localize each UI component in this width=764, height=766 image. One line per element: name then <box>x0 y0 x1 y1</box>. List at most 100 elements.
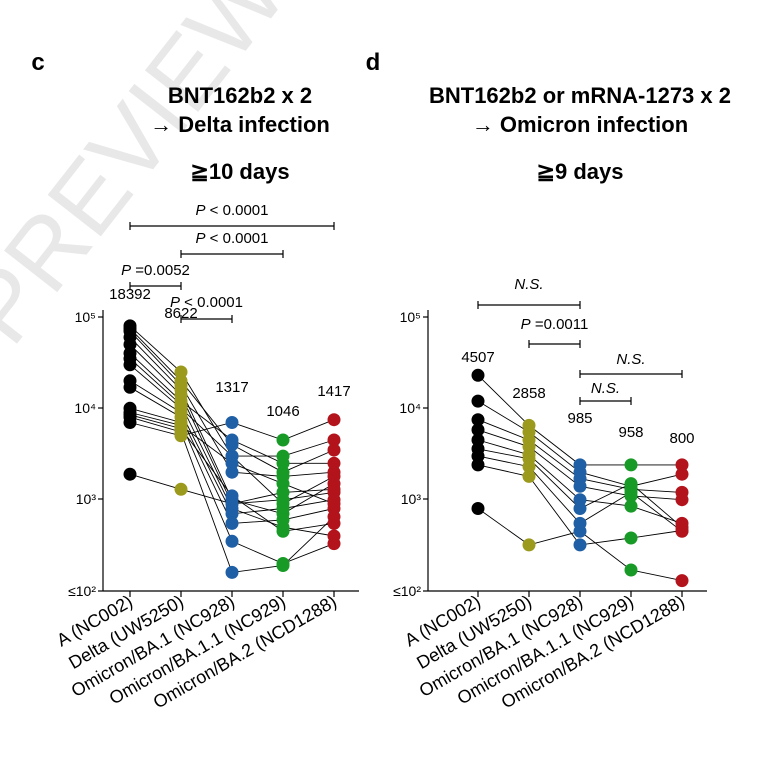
data-point <box>225 565 239 579</box>
comparison-label-value: =0.0011 <box>531 316 589 333</box>
panel-label: c <box>31 49 44 76</box>
data-point <box>276 433 290 447</box>
data-point <box>225 456 239 470</box>
data-point <box>123 358 137 372</box>
panel-label: d <box>366 49 381 76</box>
data-point <box>327 537 341 551</box>
summary-value-label: 958 <box>618 424 643 441</box>
data-point <box>624 563 638 577</box>
chart-subtitle: ≧9 days <box>537 159 624 184</box>
data-point <box>327 497 341 511</box>
data-point <box>276 524 290 538</box>
data-point <box>522 460 536 474</box>
data-point <box>276 502 290 515</box>
comparison-label: P < 0.0001 <box>196 230 269 247</box>
data-point <box>225 516 239 530</box>
data-point <box>624 499 638 513</box>
comparison-label-stat: P <box>121 262 131 279</box>
data-point <box>675 574 689 588</box>
summary-value-label: 1417 <box>317 383 350 400</box>
comparison-label: N.S. <box>616 351 645 368</box>
comparison-label-value: < 0.0001 <box>206 230 269 247</box>
data-point <box>327 469 341 483</box>
comparison-label-stat: N.S. <box>514 276 543 293</box>
data-point <box>225 433 239 447</box>
summary-value-label: 2858 <box>512 385 545 402</box>
chart-panels: c BNT162b2 x 2 → Delta infection ≧10 days ≤1… <box>31 49 731 713</box>
data-point <box>573 479 587 493</box>
data-point <box>471 413 485 427</box>
data-point <box>471 433 485 447</box>
comparison-label-value: =0.0052 <box>131 262 190 279</box>
data-point <box>327 482 341 496</box>
data-point <box>675 458 689 472</box>
comparison-label: P < 0.0001 <box>170 294 243 311</box>
data-point <box>573 538 587 552</box>
data-point <box>471 458 485 472</box>
data-point <box>573 524 587 538</box>
comparison-label-stat: P <box>196 230 206 247</box>
data-point <box>225 416 239 429</box>
y-tick-label: 10⁴ <box>74 400 96 416</box>
comparison-label: N.S. <box>514 276 543 293</box>
y-tick-label: 10⁵ <box>400 309 421 325</box>
comparison-label-stat: P <box>196 202 206 219</box>
comparison-label-stat: N.S. <box>616 351 645 368</box>
data-point <box>624 458 638 472</box>
data-point <box>123 380 137 394</box>
comparison-label-value: < 0.0001 <box>180 294 243 311</box>
data-point <box>174 429 188 443</box>
y-tick-label: 10⁵ <box>75 309 96 325</box>
data-point <box>327 443 341 457</box>
y-tick-label: 10³ <box>76 491 97 507</box>
chart-subtitle: ≧10 days <box>190 159 289 184</box>
data-point <box>675 493 689 507</box>
summary-value-label: 985 <box>567 410 592 427</box>
data-point <box>225 497 239 511</box>
chart-title-line: BNT162b2 or mRNA-1273 x 2 <box>429 83 731 108</box>
data-point <box>276 485 290 499</box>
chart-title-line: → Delta infection <box>150 112 330 137</box>
data-point <box>225 465 239 479</box>
data-point <box>276 513 290 527</box>
y-tick-label: 10⁴ <box>399 400 421 416</box>
comparison-label: P =0.0052 <box>121 262 190 279</box>
data-point <box>675 467 689 481</box>
summary-value-label: 1046 <box>266 403 299 420</box>
chart-title-line: → Omicron infection <box>472 112 688 137</box>
data-point <box>276 456 290 470</box>
comparison-label: P < 0.0001 <box>196 202 269 219</box>
data-point <box>276 559 290 572</box>
data-point <box>471 394 485 408</box>
data-point <box>327 433 341 447</box>
data-point <box>675 524 689 537</box>
data-point <box>327 456 341 470</box>
data-point <box>327 510 341 524</box>
data-point <box>624 531 638 545</box>
data-point <box>327 413 341 427</box>
y-tick-label: 10³ <box>401 491 422 507</box>
summary-value-label: 1317 <box>215 379 248 396</box>
data-point <box>174 482 188 496</box>
summary-value-label: 800 <box>669 430 694 447</box>
comparison-label-stat: P <box>521 316 531 333</box>
data-point <box>225 534 239 548</box>
data-point <box>471 502 485 515</box>
data-point <box>123 467 137 481</box>
panel-c: c BNT162b2 x 2 → Delta infection ≧10 days ≤1… <box>31 49 359 713</box>
y-tick-label: ≤10² <box>68 583 96 599</box>
chart-title-line: BNT162b2 x 2 <box>168 83 312 108</box>
comparison-label: P =0.0011 <box>521 316 589 333</box>
data-point <box>123 416 137 429</box>
summary-value-label: 18392 <box>109 286 151 303</box>
summary-value-label: 4507 <box>461 349 494 366</box>
comparison-label-value: < 0.0001 <box>206 202 269 219</box>
y-tick-label: ≤10² <box>393 583 421 599</box>
data-point <box>225 507 239 521</box>
comparison-label-stat: N.S. <box>591 380 620 397</box>
comparison-label-stat: P <box>170 294 180 311</box>
data-point <box>522 538 536 552</box>
panel-d: d BNT162b2 or mRNA-1273 x 2 → Omicron infe… <box>366 49 731 713</box>
data-point <box>573 502 587 515</box>
